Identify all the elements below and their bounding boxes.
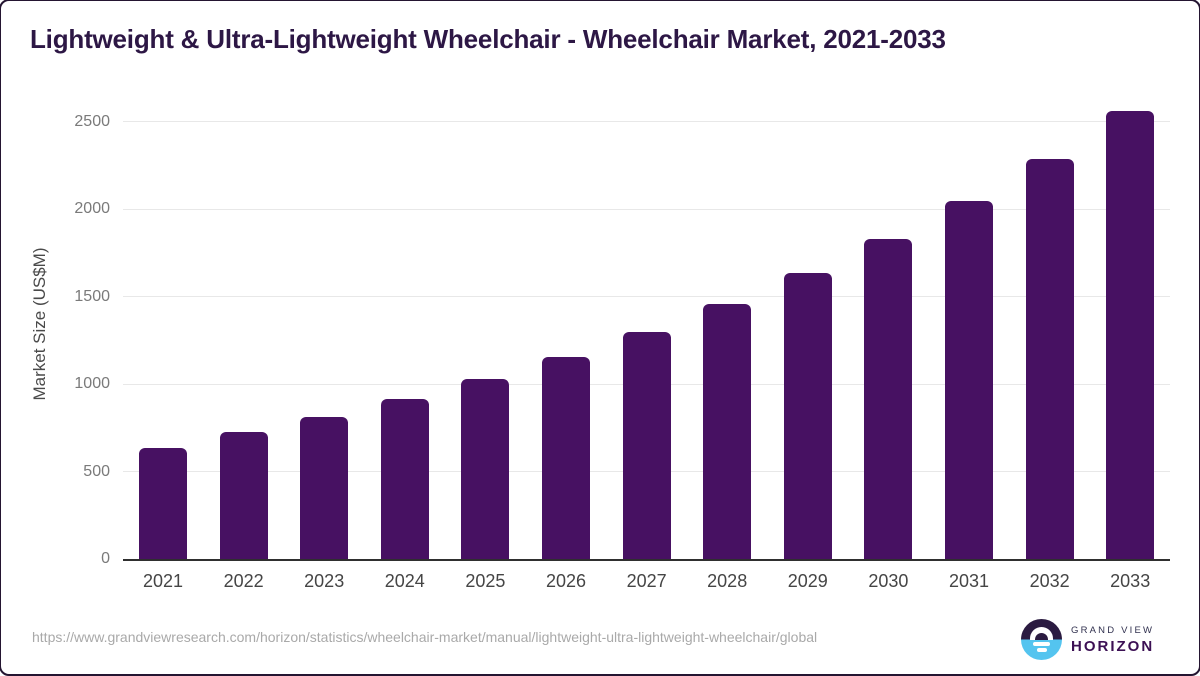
y-tick-label-2000: 2000 [74,200,110,218]
logo-reflection-bar [1033,642,1050,646]
y-tick-label-1000: 1000 [74,375,110,393]
x-tick-label-2027: 2027 [626,571,667,591]
bar-2022[interactable] [219,432,268,559]
y-axis-title: Market Size (US$M) [30,247,49,401]
bar-2029[interactable] [783,273,832,559]
gridline-2500 [123,121,1170,123]
bar-2021[interactable] [139,448,187,559]
gridline-2000 [123,208,1170,210]
bar-2028[interactable] [703,303,752,559]
y-tick-label-0: 0 [101,550,110,567]
bar-2025[interactable] [461,378,510,559]
x-tick-label-2022: 2022 [223,571,264,591]
bar-2024[interactable] [380,399,429,559]
plot-area [123,87,1170,561]
x-tick-label-2021: 2021 [142,571,184,591]
bar-2023[interactable] [300,416,349,559]
logo-text-grand-view: GRAND VIEW [1071,624,1155,636]
x-tick-label-2026: 2026 [545,571,587,591]
horizon-sunrise-icon [1021,619,1062,660]
bar-2026[interactable] [542,357,590,559]
logo-dome-hole [1035,632,1048,640]
x-tick-label-2024: 2024 [384,571,425,591]
logo-reflection-bar [1036,648,1047,652]
gridline-1500 [123,296,1170,298]
y-tick-label-500: 500 [83,462,110,480]
bar-2030[interactable] [864,239,913,559]
x-tick-label-2029: 2029 [787,571,828,591]
source-url: https://www.grandviewresearch.com/horizo… [32,629,818,645]
chart-title: Lightweight & Ultra-Lightweight Wheelcha… [30,24,946,54]
grand-view-horizon-logo[interactable]: GRAND VIEW HORIZON [1021,619,1154,660]
x-tick-label-2030: 2030 [868,571,909,591]
y-tick-label-1500: 1500 [74,287,110,305]
x-tick-label-2032: 2032 [1029,571,1070,591]
logo-text-horizon: HORIZON [1071,637,1155,655]
bar-2031[interactable] [945,200,993,559]
x-tick-label-2025: 2025 [465,571,506,591]
x-tick-label-2023: 2023 [304,571,345,591]
y-tick-label-2500: 2500 [74,112,110,130]
x-tick-label-2028: 2028 [707,571,748,591]
x-tick-label-2031: 2031 [948,571,990,591]
bar-2033[interactable] [1106,111,1155,559]
bar-2027[interactable] [622,331,671,559]
x-tick-label-2033: 2033 [1110,571,1151,591]
bar-2032[interactable] [1025,158,1074,559]
